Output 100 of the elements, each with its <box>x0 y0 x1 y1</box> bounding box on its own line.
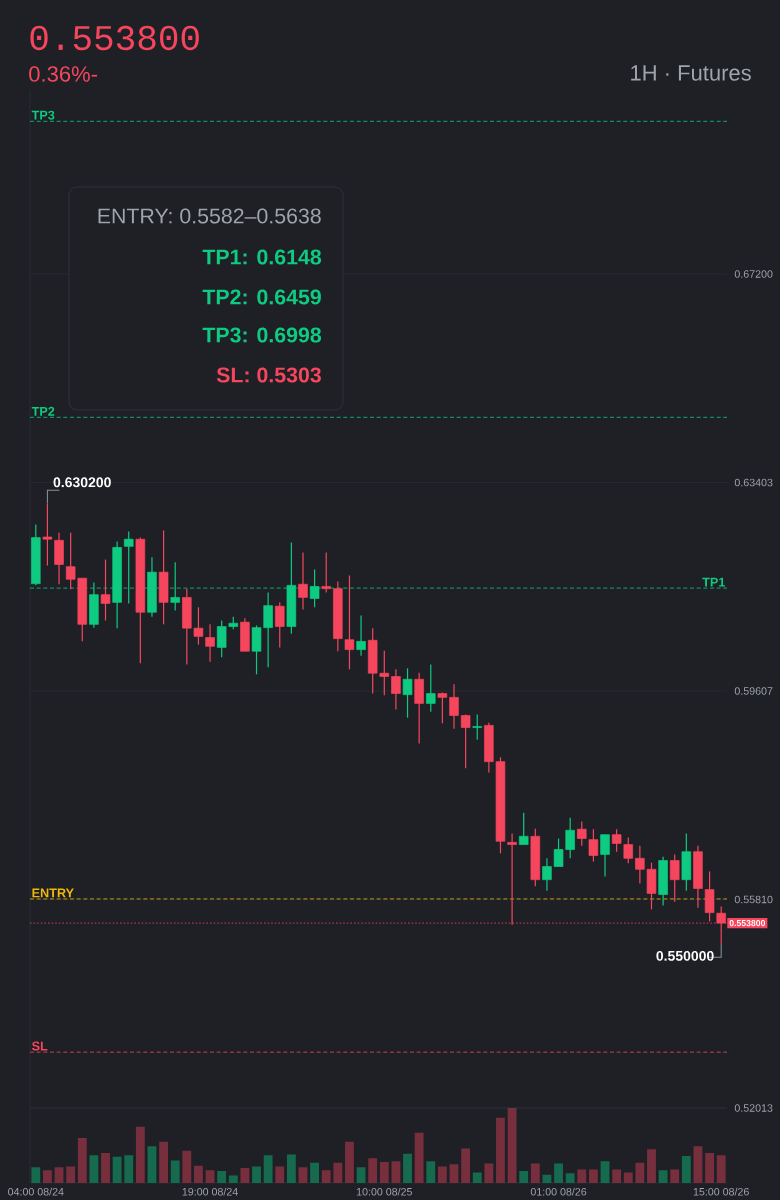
candlestick <box>460 713 471 769</box>
bar <box>519 1170 529 1183</box>
candlestick <box>577 820 587 847</box>
candlestick <box>402 667 413 719</box>
candlestick <box>588 828 599 863</box>
y-tick-label: 0.55810 <box>734 895 773 904</box>
y-tick-label: 0.52013 <box>734 1104 773 1112</box>
bar <box>101 1152 110 1183</box>
candlestick <box>472 713 482 741</box>
candlestick <box>321 551 331 594</box>
candlestick <box>426 663 436 713</box>
annotation: ENTRY: 0.5582–0.5638 <box>98 208 321 224</box>
bar <box>159 1141 169 1183</box>
bar <box>565 1173 575 1183</box>
bar <box>612 1169 622 1183</box>
bar <box>623 1172 633 1183</box>
candlestick <box>437 691 448 724</box>
bar <box>345 1141 354 1183</box>
bar <box>670 1169 680 1183</box>
x-tick-label: 10:00 08/25 <box>356 1187 413 1196</box>
candlestick <box>275 601 285 649</box>
candlestick <box>356 614 366 657</box>
bar <box>716 1155 726 1183</box>
bar <box>205 1170 215 1183</box>
ref-line-label: ENTRY <box>32 888 74 898</box>
bar <box>484 1163 494 1183</box>
y-tick-label: 0.67200 <box>734 270 773 278</box>
candlestick <box>611 828 622 853</box>
bar <box>321 1170 331 1183</box>
bar <box>658 1170 668 1183</box>
bar <box>43 1170 52 1183</box>
bar <box>426 1161 436 1183</box>
bar <box>554 1163 563 1183</box>
text: 1H · Futures <box>631 65 751 81</box>
bar <box>89 1155 99 1183</box>
bar <box>379 1161 389 1183</box>
annotation: SL: 0.5303 <box>216 367 321 383</box>
bar <box>403 1153 412 1183</box>
bar <box>472 1172 482 1183</box>
bar <box>333 1162 343 1183</box>
bar <box>368 1158 378 1183</box>
bar <box>240 1168 250 1183</box>
annotation: TP1: 0.6148 <box>202 249 322 265</box>
x-tick-label: 01:00 08/26 <box>530 1187 587 1196</box>
bar <box>54 1167 64 1183</box>
bar <box>588 1169 598 1183</box>
bar <box>298 1167 308 1183</box>
bar <box>600 1161 610 1183</box>
bar <box>252 1166 261 1183</box>
bar <box>705 1152 714 1183</box>
bar <box>31 1167 41 1183</box>
bar <box>577 1169 587 1183</box>
candlestick <box>518 812 529 846</box>
bar <box>507 1107 517 1183</box>
bar <box>635 1162 645 1183</box>
bar <box>461 1148 471 1183</box>
ref-line-label: 0.553800 <box>729 920 766 927</box>
bar <box>530 1163 540 1183</box>
candlestick <box>205 623 215 663</box>
bar <box>182 1150 192 1183</box>
candlestick <box>704 870 715 923</box>
bar <box>124 1155 134 1183</box>
bar <box>217 1170 227 1183</box>
bar <box>681 1155 691 1183</box>
bar <box>356 1167 366 1183</box>
bar <box>275 1166 285 1183</box>
bar <box>112 1156 122 1183</box>
candlestick <box>42 502 53 567</box>
candlestick <box>669 853 680 903</box>
bar <box>391 1161 401 1183</box>
x-tick-label: 19:00 08/24 <box>182 1187 238 1196</box>
ref-line-label: SL <box>31 1041 48 1051</box>
candlestick <box>623 836 634 864</box>
candlestick <box>100 558 111 622</box>
chart-title: 0.553800 <box>30 25 199 51</box>
candlestick <box>298 551 308 611</box>
annotation: TP2: 0.6459 <box>202 289 321 305</box>
bar <box>437 1166 447 1183</box>
bar <box>263 1155 273 1183</box>
annotation: TP3: 0.6998 <box>202 327 322 343</box>
y-tick-label: 0.63403 <box>734 478 773 487</box>
bar <box>647 1149 656 1183</box>
candlestick <box>391 668 401 711</box>
annotation: 0.550000 <box>656 950 714 961</box>
bar <box>147 1146 157 1183</box>
bar <box>170 1160 180 1183</box>
y-tick-label: 0.59607 <box>734 687 773 695</box>
bar <box>228 1175 238 1183</box>
bar <box>310 1162 320 1183</box>
bar <box>414 1132 424 1183</box>
bar <box>66 1166 76 1183</box>
candlestick <box>600 834 610 878</box>
ref-line-label: TP3 <box>31 110 55 120</box>
bar <box>693 1146 703 1183</box>
x-tick-label: 04:00 08/24 <box>8 1187 64 1196</box>
candlestick <box>344 574 355 670</box>
ref-line-label: TP2 <box>31 406 55 416</box>
bar <box>449 1164 459 1183</box>
bar <box>496 1117 505 1183</box>
bar <box>77 1137 87 1183</box>
